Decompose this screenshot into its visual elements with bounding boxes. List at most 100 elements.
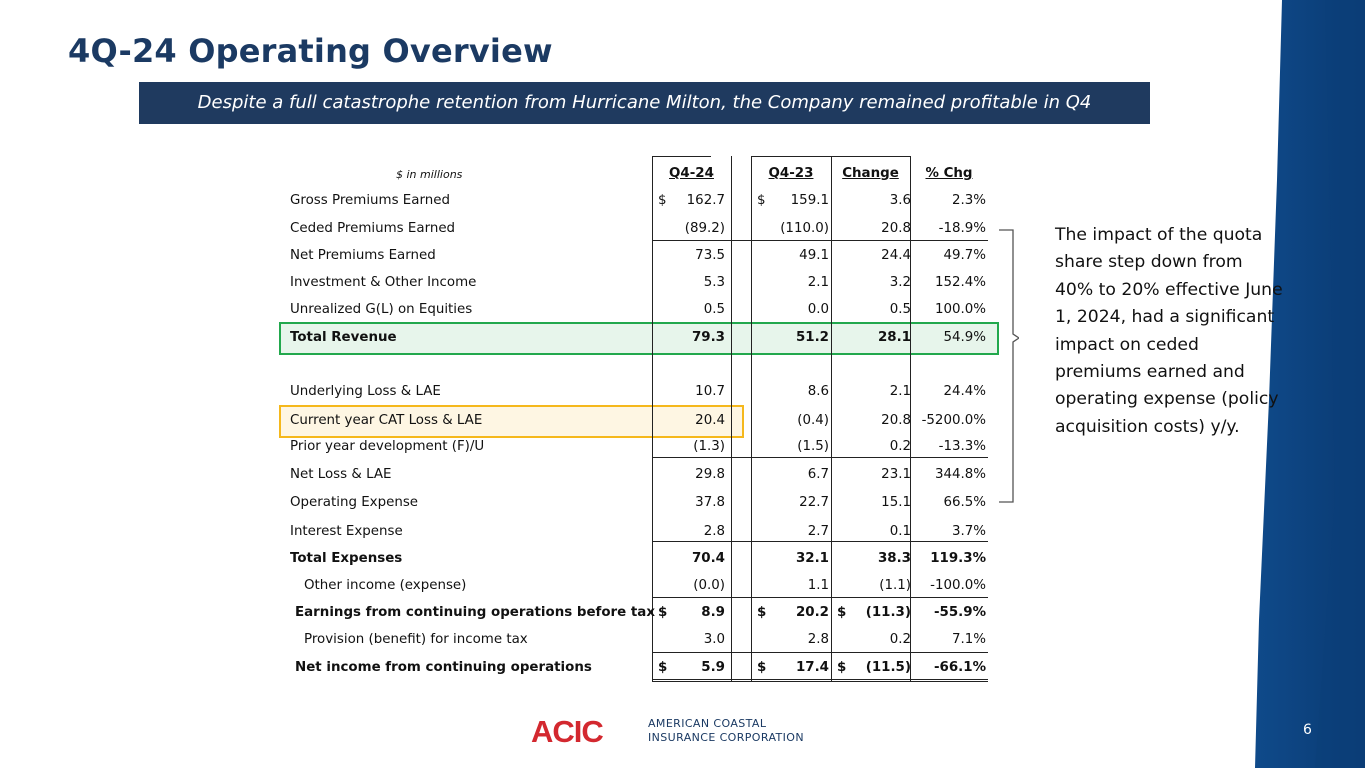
value-q4-23: 2.7 [807, 524, 829, 539]
value-change: 24.4 [881, 248, 911, 263]
value-change: 0.2 [889, 632, 911, 647]
value-q4-23: 32.1 [795, 551, 829, 566]
value-q4-24: 2.8 [703, 524, 725, 539]
value-pct: -66.1% [933, 660, 986, 675]
dollar-sign: $ [658, 605, 668, 620]
cat-loss-highlight [279, 405, 744, 438]
page-number: 6 [1303, 722, 1312, 738]
value-change: 38.3 [877, 551, 911, 566]
header-change: Change [842, 166, 899, 181]
value-q4-23: 2.1 [807, 275, 829, 290]
value-q4-24: 162.7 [686, 193, 725, 208]
value-change: 20.8 [881, 413, 911, 428]
value-pct: 49.7% [943, 248, 986, 263]
value-q4-24: 73.5 [695, 248, 725, 263]
value-pct: 24.4% [943, 384, 986, 399]
total-revenue-highlight [279, 322, 999, 355]
value-q4-23: 0.0 [807, 302, 829, 317]
value-q4-24: 8.9 [701, 605, 725, 620]
dollar-sign: $ [757, 660, 767, 675]
row-label: Underlying Loss & LAE [290, 384, 441, 399]
value-change: 2.1 [889, 384, 911, 399]
header-pct-change: % Chg [925, 166, 973, 181]
value-pct: 152.4% [934, 275, 986, 290]
value-q4-23: (1.5) [797, 439, 829, 454]
value-pct: -18.9% [938, 221, 986, 236]
svg-text:ACIC: ACIC [531, 716, 603, 746]
row-label-total-revenue: Total Revenue [290, 330, 397, 345]
value-change: 3.6 [889, 193, 911, 208]
company-name: AMERICAN COASTAL INSURANCE CORPORATION [648, 717, 804, 745]
row-rule [652, 681, 988, 682]
row-rule [652, 156, 711, 157]
row-rule [652, 679, 988, 680]
value-q4-24: 10.7 [695, 384, 725, 399]
value-change: 20.8 [881, 221, 911, 236]
value-q4-24: (89.2) [684, 221, 725, 236]
value-q4-23: 20.2 [795, 605, 829, 620]
value-change: (1.1) [879, 578, 911, 593]
row-rule [652, 541, 988, 542]
row-label: Provision (benefit) for income tax [304, 632, 528, 647]
value-q4-24: 70.4 [691, 551, 725, 566]
value-change: 23.1 [881, 467, 911, 482]
dollar-sign: $ [757, 193, 766, 208]
row-label: Investment & Other Income [290, 275, 477, 290]
column-rule [652, 156, 653, 682]
value-change: 0.1 [889, 524, 911, 539]
value-pct: -5200.0% [921, 413, 986, 428]
value-change: (11.3) [865, 605, 911, 620]
value-pct: -55.9% [933, 605, 986, 620]
row-label: Unrealized G(L) on Equities [290, 302, 473, 317]
value-change: 0.2 [889, 439, 911, 454]
row-label: Net Premiums Earned [290, 248, 436, 263]
row-label: Net Loss & LAE [290, 467, 392, 482]
value-change: (11.5) [865, 660, 911, 675]
value-q4-24: (1.3) [693, 439, 725, 454]
value-change: 28.1 [877, 330, 911, 345]
company-line-1: AMERICAN COASTAL [648, 717, 767, 730]
row-rule [652, 652, 988, 653]
value-pct: 66.5% [943, 495, 986, 510]
value-q4-23: 2.8 [807, 632, 829, 647]
header-q4-23: Q4-23 [768, 166, 814, 181]
company-line-2: INSURANCE CORPORATION [648, 731, 804, 744]
value-q4-23: 1.1 [807, 578, 829, 593]
row-label-total-expenses: Total Expenses [290, 551, 403, 566]
row-label: Gross Premiums Earned [290, 193, 450, 208]
row-rule [751, 156, 910, 157]
value-pct: 2.3% [951, 193, 986, 208]
value-pct: 100.0% [934, 302, 986, 317]
value-q4-23: 8.6 [807, 384, 829, 399]
value-change: 3.2 [889, 275, 911, 290]
value-q4-23: 49.1 [799, 248, 829, 263]
value-q4-24: (0.0) [693, 578, 725, 593]
row-rule [652, 597, 988, 598]
value-q4-24: 79.3 [691, 330, 725, 345]
row-rule [652, 240, 988, 241]
units-label: $ in millions [396, 168, 463, 181]
summary-banner: Despite a full catastrophe retention fro… [139, 82, 1150, 124]
value-q4-24: 37.8 [695, 495, 725, 510]
value-q4-23: 22.7 [799, 495, 829, 510]
value-pct: 7.1% [951, 632, 986, 647]
value-pct: 344.8% [934, 467, 986, 482]
value-pct: 54.9% [943, 330, 986, 345]
value-pct: -100.0% [930, 578, 986, 593]
value-q4-24: 20.4 [695, 413, 725, 428]
quota-share-note: The impact of the quota share step down … [1055, 225, 1283, 437]
value-q4-24: 5.9 [701, 660, 725, 675]
row-label-net-income: Net income from continuing operations [295, 660, 592, 675]
dollar-sign: $ [837, 605, 847, 620]
row-label: Operating Expense [290, 495, 419, 510]
value-pct: 119.3% [930, 551, 986, 566]
row-label: Ceded Premiums Earned [290, 221, 456, 236]
value-q4-23: 51.2 [795, 330, 829, 345]
value-q4-24: 3.0 [703, 632, 725, 647]
dollar-sign: $ [837, 660, 847, 675]
column-rule [831, 156, 832, 682]
value-q4-23: (0.4) [797, 413, 829, 428]
value-q4-24: 29.8 [695, 467, 725, 482]
dollar-sign: $ [658, 193, 667, 208]
dollar-sign: $ [757, 605, 767, 620]
